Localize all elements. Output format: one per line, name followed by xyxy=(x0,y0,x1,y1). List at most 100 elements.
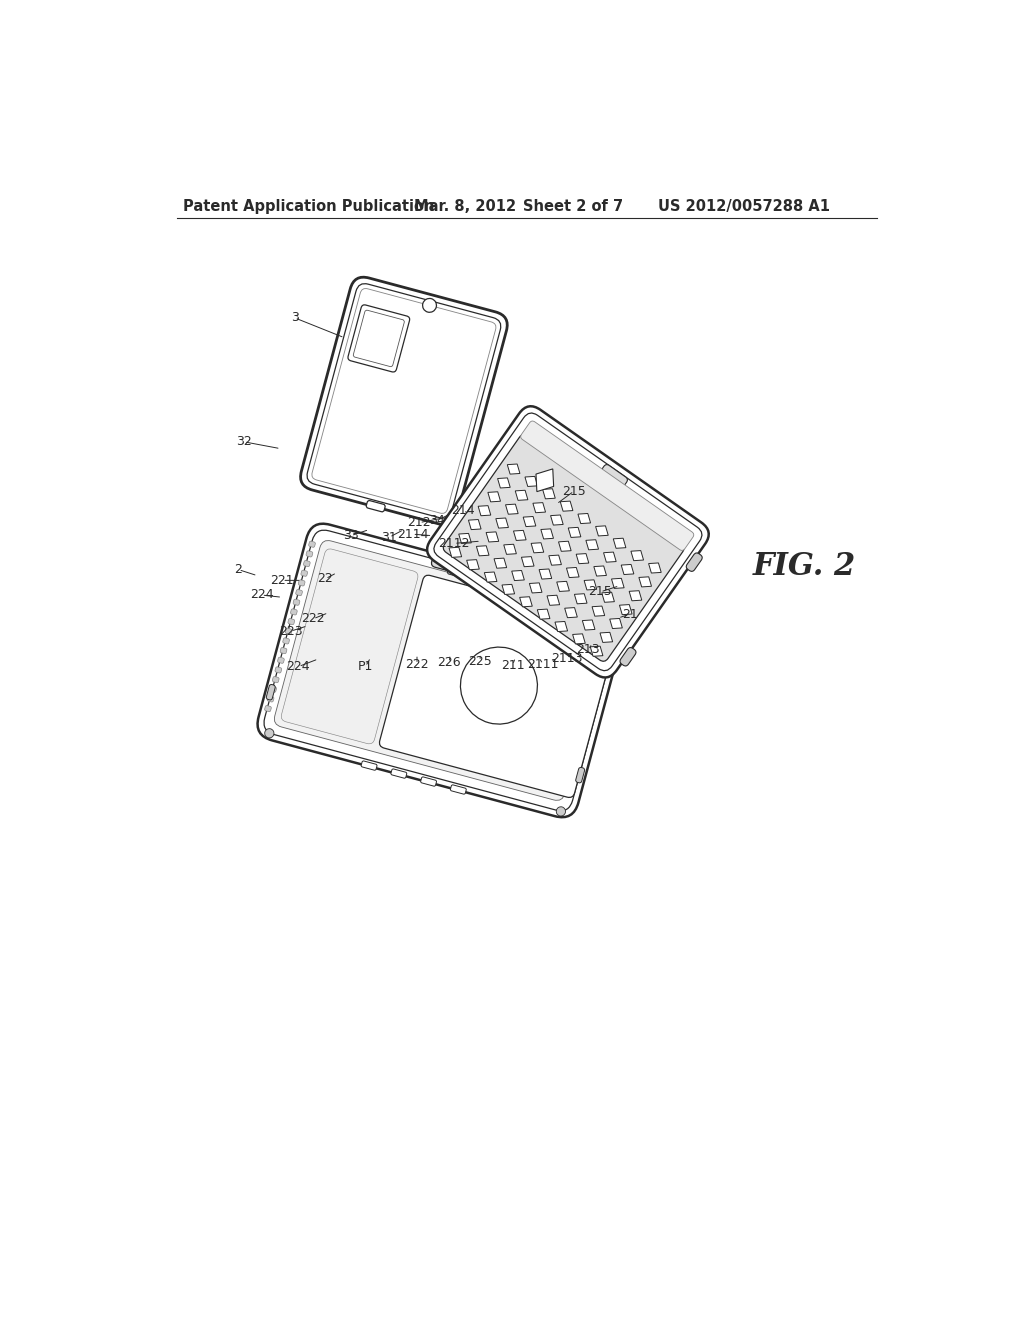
Polygon shape xyxy=(620,605,632,615)
FancyBboxPatch shape xyxy=(427,407,709,677)
Polygon shape xyxy=(521,557,535,566)
Text: 221: 221 xyxy=(270,574,294,587)
Text: 21: 21 xyxy=(622,607,637,620)
Polygon shape xyxy=(536,469,554,491)
Polygon shape xyxy=(631,550,643,561)
Text: P1: P1 xyxy=(357,660,373,673)
Polygon shape xyxy=(467,560,479,570)
FancyBboxPatch shape xyxy=(283,638,290,644)
Text: 222: 222 xyxy=(301,612,325,626)
Polygon shape xyxy=(529,583,542,593)
Polygon shape xyxy=(498,478,510,488)
FancyBboxPatch shape xyxy=(269,686,276,693)
Polygon shape xyxy=(502,585,515,594)
Polygon shape xyxy=(629,590,642,601)
FancyBboxPatch shape xyxy=(278,657,285,664)
FancyBboxPatch shape xyxy=(361,760,377,771)
Polygon shape xyxy=(600,632,612,643)
FancyBboxPatch shape xyxy=(306,550,312,557)
Polygon shape xyxy=(564,607,578,618)
Polygon shape xyxy=(525,477,538,487)
Text: 22: 22 xyxy=(317,573,333,585)
Polygon shape xyxy=(584,579,597,590)
FancyBboxPatch shape xyxy=(288,619,295,624)
Text: 211: 211 xyxy=(501,659,524,672)
Circle shape xyxy=(556,807,565,816)
Polygon shape xyxy=(568,528,581,537)
Text: 226: 226 xyxy=(437,656,461,669)
Polygon shape xyxy=(523,516,536,527)
FancyBboxPatch shape xyxy=(601,465,628,487)
FancyBboxPatch shape xyxy=(348,305,410,372)
Text: 2112: 2112 xyxy=(438,537,470,550)
Text: 224: 224 xyxy=(250,589,273,602)
FancyBboxPatch shape xyxy=(282,549,418,744)
Polygon shape xyxy=(494,558,507,568)
Polygon shape xyxy=(478,506,490,516)
FancyBboxPatch shape xyxy=(307,284,501,519)
Text: 224: 224 xyxy=(287,660,310,673)
Polygon shape xyxy=(543,488,555,499)
FancyBboxPatch shape xyxy=(312,289,496,513)
FancyBboxPatch shape xyxy=(434,413,702,671)
Polygon shape xyxy=(484,572,497,582)
FancyBboxPatch shape xyxy=(298,579,305,586)
FancyBboxPatch shape xyxy=(620,648,636,667)
FancyBboxPatch shape xyxy=(686,553,702,572)
Polygon shape xyxy=(594,566,606,576)
Polygon shape xyxy=(602,593,614,602)
Text: FIG. 2: FIG. 2 xyxy=(753,550,856,582)
Polygon shape xyxy=(574,594,587,603)
Polygon shape xyxy=(541,529,554,539)
Polygon shape xyxy=(555,622,567,631)
Polygon shape xyxy=(611,578,624,589)
FancyBboxPatch shape xyxy=(257,524,628,817)
Polygon shape xyxy=(578,513,591,524)
Polygon shape xyxy=(551,515,563,525)
Text: US 2012/0057288 A1: US 2012/0057288 A1 xyxy=(658,198,830,214)
FancyBboxPatch shape xyxy=(275,667,282,673)
Polygon shape xyxy=(613,539,626,548)
Text: 2114: 2114 xyxy=(396,528,428,541)
FancyBboxPatch shape xyxy=(264,705,271,711)
Polygon shape xyxy=(586,540,598,550)
Text: 213: 213 xyxy=(577,643,600,656)
Polygon shape xyxy=(487,492,501,502)
Circle shape xyxy=(265,729,274,738)
Text: 212: 212 xyxy=(408,516,431,529)
Polygon shape xyxy=(592,606,605,616)
Polygon shape xyxy=(486,532,499,543)
Polygon shape xyxy=(506,504,518,515)
FancyBboxPatch shape xyxy=(301,570,307,577)
Polygon shape xyxy=(531,543,544,553)
FancyBboxPatch shape xyxy=(451,785,466,795)
Circle shape xyxy=(423,298,436,313)
Polygon shape xyxy=(572,634,586,644)
Text: 32: 32 xyxy=(236,436,252,449)
Text: 2: 2 xyxy=(234,564,243,576)
FancyBboxPatch shape xyxy=(477,561,493,583)
Polygon shape xyxy=(539,569,552,579)
Polygon shape xyxy=(476,545,489,556)
Text: Sheet 2 of 7: Sheet 2 of 7 xyxy=(523,198,624,214)
FancyBboxPatch shape xyxy=(380,576,618,797)
Polygon shape xyxy=(648,562,662,573)
Text: 3: 3 xyxy=(291,312,299,325)
Polygon shape xyxy=(609,619,623,628)
Polygon shape xyxy=(468,520,481,529)
Text: 33: 33 xyxy=(343,529,358,543)
FancyBboxPatch shape xyxy=(520,421,694,550)
Polygon shape xyxy=(622,565,634,574)
FancyBboxPatch shape xyxy=(274,540,610,800)
Text: Patent Application Publication: Patent Application Publication xyxy=(183,198,434,214)
Text: 2111: 2111 xyxy=(527,657,559,671)
Polygon shape xyxy=(538,609,550,619)
FancyBboxPatch shape xyxy=(367,500,385,512)
FancyBboxPatch shape xyxy=(447,553,463,576)
Polygon shape xyxy=(532,503,546,512)
Circle shape xyxy=(461,647,538,725)
Polygon shape xyxy=(547,595,560,606)
Text: 223: 223 xyxy=(279,624,302,638)
Polygon shape xyxy=(566,568,580,578)
FancyBboxPatch shape xyxy=(353,310,404,367)
